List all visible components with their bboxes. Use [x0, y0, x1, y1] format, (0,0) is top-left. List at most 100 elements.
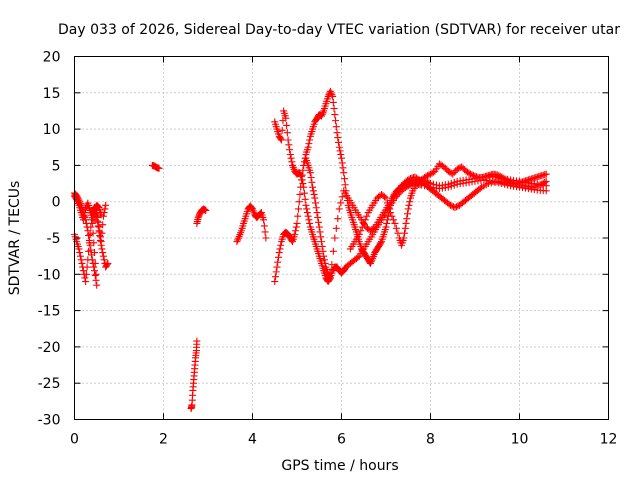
data-point: [425, 171, 433, 179]
data-point: [403, 183, 411, 191]
data-point: [498, 180, 506, 188]
data-point: [335, 138, 343, 146]
data-point: [340, 169, 348, 177]
data-point: [72, 194, 80, 202]
y-tick-label: -5: [47, 231, 61, 247]
data-point: [87, 223, 95, 231]
data-point: [82, 219, 90, 227]
data-point: [262, 234, 270, 242]
data-point: [326, 87, 334, 95]
data-point: [331, 234, 339, 242]
data-point: [542, 170, 550, 178]
x-tick-label: 0: [70, 432, 79, 448]
data-point: [400, 234, 408, 242]
data-point: [487, 179, 495, 187]
data-point: [313, 209, 321, 217]
data-point: [272, 268, 280, 276]
data-point: [297, 172, 305, 180]
data-point: [467, 170, 475, 178]
data-point: [76, 252, 84, 260]
series-fourth-trace: [346, 160, 550, 253]
data-point: [315, 218, 323, 226]
data-point: [402, 219, 410, 227]
data-point: [85, 239, 93, 247]
data-point: [505, 177, 513, 185]
data-point: [91, 259, 99, 267]
data-point: [326, 274, 334, 282]
data-point: [381, 193, 389, 201]
data-point: [389, 216, 397, 224]
data-point: [89, 211, 97, 219]
data-point: [300, 183, 308, 191]
data-point: [312, 199, 320, 207]
data-point: [424, 172, 432, 180]
data-point: [288, 236, 296, 244]
data-point: [366, 259, 374, 267]
data-point: [340, 175, 348, 183]
data-point: [535, 181, 543, 189]
data-point: [271, 278, 279, 286]
y-tick-label: -25: [38, 376, 61, 392]
data-point: [104, 259, 112, 267]
data-point: [339, 164, 347, 172]
data-point: [332, 123, 340, 131]
data-point: [97, 241, 105, 249]
data-point: [271, 273, 279, 281]
data-point: [357, 227, 365, 235]
y-tick-label: 10: [43, 122, 61, 138]
data-point: [404, 205, 412, 213]
data-point: [459, 164, 467, 172]
data-point: [377, 239, 385, 247]
x-axis-label: GPS time / hours: [281, 458, 398, 474]
series-drop-2.6h: [187, 337, 201, 413]
data-point: [363, 212, 371, 220]
data-point: [82, 278, 90, 286]
data-point: [360, 219, 368, 227]
data-point: [493, 171, 501, 179]
data-point: [338, 159, 346, 167]
data-point: [320, 252, 328, 260]
data-point: [76, 249, 84, 257]
data-point: [465, 169, 473, 177]
x-tick-label: 6: [337, 432, 346, 448]
data-point: [277, 135, 285, 143]
data-point: [90, 208, 98, 216]
data-point: [292, 227, 300, 235]
data-point: [383, 199, 391, 207]
data-point: [99, 252, 107, 260]
data-point: [80, 212, 88, 220]
data-point: [194, 214, 202, 222]
data-point: [476, 184, 484, 192]
y-tick-labels: -30 -25 -20 -15 -10 -5 0 5 10 15 20: [38, 50, 61, 429]
data-point: [286, 151, 294, 159]
data-point: [84, 227, 92, 235]
data-point: [93, 217, 101, 225]
data-point: [448, 202, 456, 210]
data-point: [392, 224, 400, 232]
data-point: [328, 261, 336, 269]
data-point: [319, 247, 327, 255]
y-axis-label: SDTVAR / TECUs: [7, 181, 23, 296]
data-point: [337, 151, 345, 159]
x-tick-label: 2: [159, 432, 168, 448]
data-point: [318, 110, 326, 118]
data-point: [458, 163, 466, 171]
data-point: [329, 247, 337, 255]
data-point: [284, 136, 292, 144]
data-point: [276, 245, 284, 253]
data-point: [329, 98, 337, 106]
data-point: [327, 89, 335, 97]
data-point: [451, 204, 459, 212]
data-point: [302, 201, 310, 209]
data-point: [319, 109, 327, 117]
data-point: [260, 222, 268, 230]
data-point: [405, 175, 413, 183]
data-point: [274, 253, 282, 261]
data-point: [92, 270, 100, 278]
data-point: [260, 216, 268, 224]
data-point: [328, 91, 336, 99]
data-point: [318, 242, 326, 250]
x-tick-labels: 0 2 4 6 8 10 12: [70, 432, 617, 448]
data-point: [100, 256, 108, 264]
data-point: [354, 253, 362, 261]
